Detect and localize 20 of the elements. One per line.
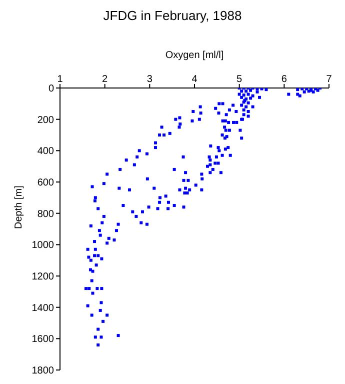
y-axis-title: Depth [m] [14, 185, 25, 229]
x-tick-label: 6 [281, 74, 288, 85]
y-tick-label: 1800 [32, 366, 54, 377]
y-tick-label: 1400 [32, 302, 54, 314]
x-tick-label: 1 [57, 74, 64, 85]
y-tick-label: 800 [37, 208, 54, 220]
x-tick-label: 7 [326, 74, 332, 85]
x-tick-label: 4 [192, 74, 198, 85]
y-tick-label: 600 [37, 178, 54, 189]
y-tick-label: 1000 [32, 240, 54, 252]
y-tick-label: 400 [37, 146, 54, 158]
y-tick-label: 200 [37, 114, 54, 126]
y-tick-label: 1200 [32, 272, 54, 283]
x-tick-label: 2 [102, 74, 108, 85]
y-tick-label: 1600 [32, 334, 54, 346]
x-tick-label: 5 [236, 74, 243, 85]
chart-title: JFDG in February, 1988 [102, 8, 243, 25]
y-tick-label: 0 [48, 84, 54, 95]
x-axis-title: Oxygen [ml/l] [165, 50, 224, 61]
x-tick-label: 3 [146, 74, 153, 85]
